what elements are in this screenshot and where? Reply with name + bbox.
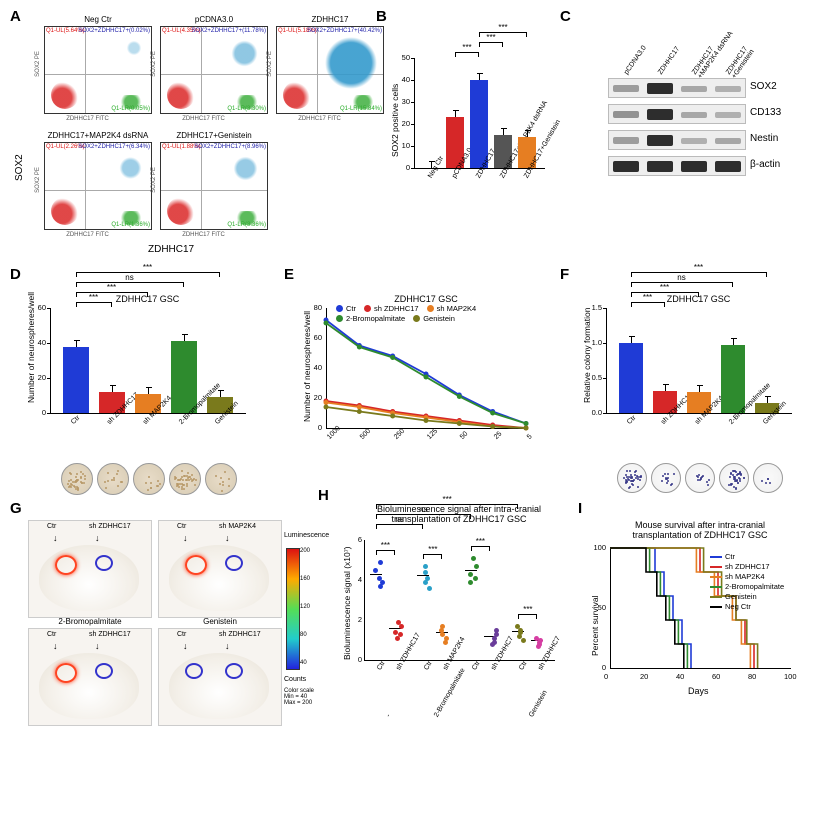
bar	[63, 347, 89, 414]
panel-a-label: A	[10, 8, 21, 25]
panel-d-label: D	[10, 266, 21, 283]
panel-h-label: H	[318, 487, 329, 504]
panel-b-label: B	[376, 8, 387, 25]
panel-c-label: C	[560, 8, 571, 25]
flow-plot: ZDHHC17 Q1-UL(5.18%) SOX2+ZDHHC17+(40.42…	[276, 26, 384, 114]
panel-i-label: I	[578, 500, 582, 517]
panel-f-label: F	[560, 266, 569, 283]
panel-a-yaxis: SOX2	[14, 154, 25, 181]
panel-g-label: G	[10, 500, 22, 517]
panel-e-label: E	[284, 266, 294, 283]
flow-plot: pCDNA3.0 Q1-UL(4.35%) SOX2+ZDHHC17+(11.7…	[160, 26, 268, 114]
bar	[470, 80, 488, 168]
bar	[619, 343, 643, 413]
panel-a-xaxis: ZDHHC17	[148, 244, 194, 255]
flow-plot: ZDHHC17+MAP2K4 dsRNA Q1-UL(2.26%) SOX2+Z…	[44, 142, 152, 230]
bar	[721, 345, 745, 413]
flow-plot: ZDHHC17+Genistein Q1-UL(1.88%) SOX2+ZDHH…	[160, 142, 268, 230]
bar	[171, 341, 197, 413]
flow-plot: Neg Ctr Q1-UL(5.64%) SOX2+ZDHHC17+(0.02%…	[44, 26, 152, 114]
figure: A Neg Ctr Q1-UL(5.64%) SOX2+ZDHHC17+(0.0…	[8, 8, 806, 806]
